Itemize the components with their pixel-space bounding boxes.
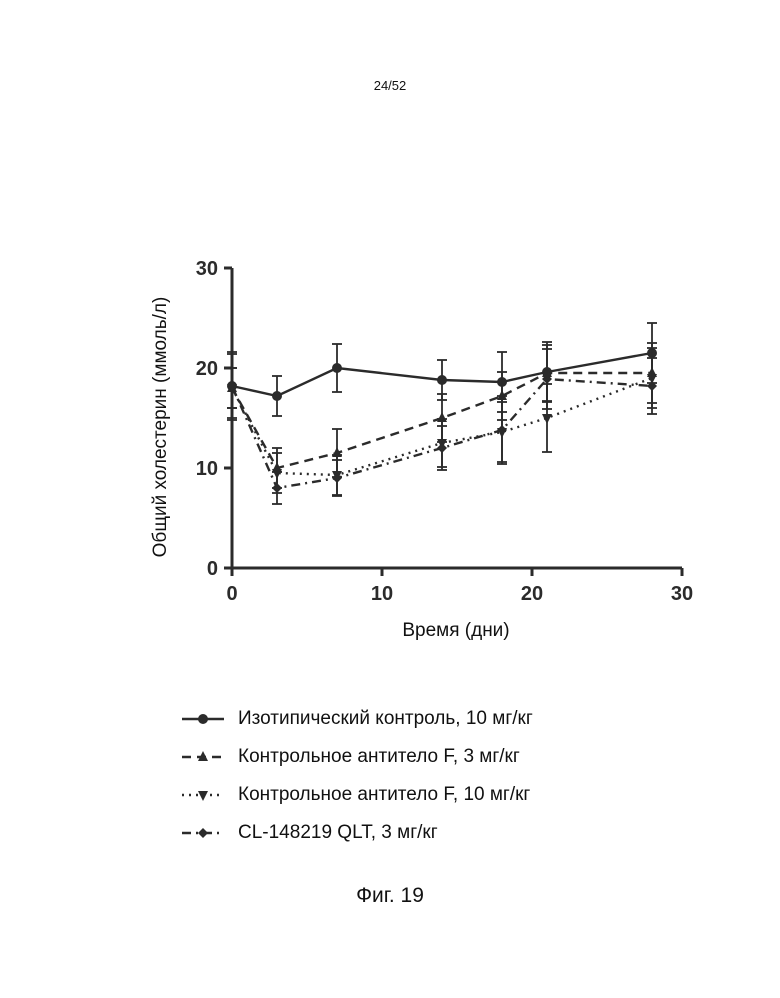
y-axis-label: Общий холестерин (ммоль/л) bbox=[150, 297, 171, 558]
legend-item: CL-148219 QLT, 3 мг/кг bbox=[180, 814, 533, 852]
data-point bbox=[437, 375, 447, 385]
data-point bbox=[272, 483, 282, 493]
data-point bbox=[332, 363, 342, 373]
x-tick-label: 0 bbox=[226, 583, 237, 605]
cholesterol-line-chart: 0 10 20 30 0 10 20 30 Время (дни) Общий холесте… bbox=[0, 0, 780, 690]
chart-axes: 0 10 20 30 0 10 20 30 bbox=[196, 258, 693, 605]
legend-item: Контрольное антитело F, 3 мг/кг bbox=[180, 738, 533, 776]
legend-item: Контрольное антитело F, 10 мг/кг bbox=[180, 776, 533, 814]
x-tick-label: 10 bbox=[371, 583, 393, 605]
y-tick-label: 10 bbox=[196, 458, 218, 480]
legend-swatch bbox=[180, 747, 226, 767]
legend-item: Изотипический контроль, 10 мг/кг bbox=[180, 700, 533, 738]
y-tick-label: 20 bbox=[196, 358, 218, 380]
y-tick-label: 0 bbox=[207, 558, 218, 580]
legend-swatch-marker bbox=[198, 714, 208, 724]
legend-swatch bbox=[180, 823, 226, 843]
data-point bbox=[437, 443, 447, 453]
legend-swatch-marker bbox=[198, 791, 208, 801]
legend-swatch bbox=[180, 709, 226, 729]
data-point bbox=[272, 391, 282, 401]
legend-label: Контрольное антитело F, 10 мг/кг bbox=[238, 784, 530, 806]
chart-legend: Изотипический контроль, 10 мг/кг Контроль… bbox=[180, 700, 533, 852]
data-point bbox=[542, 414, 552, 424]
chart-series-layer bbox=[227, 323, 657, 504]
y-tick-label: 30 bbox=[196, 258, 218, 280]
legend-label: Изотипический контроль, 10 мг/кг bbox=[238, 708, 533, 730]
legend-label: CL-148219 QLT, 3 мг/кг bbox=[238, 822, 438, 844]
x-tick-label: 30 bbox=[671, 583, 693, 605]
data-point bbox=[332, 473, 342, 483]
x-tick-label: 20 bbox=[521, 583, 543, 605]
legend-label: Контрольное антитело F, 3 мг/кг bbox=[238, 746, 520, 768]
legend-swatch bbox=[180, 785, 226, 805]
figure-caption: Фиг. 19 bbox=[0, 884, 780, 908]
x-axis-label: Время (дни) bbox=[402, 620, 509, 641]
legend-swatch-marker bbox=[198, 828, 208, 838]
